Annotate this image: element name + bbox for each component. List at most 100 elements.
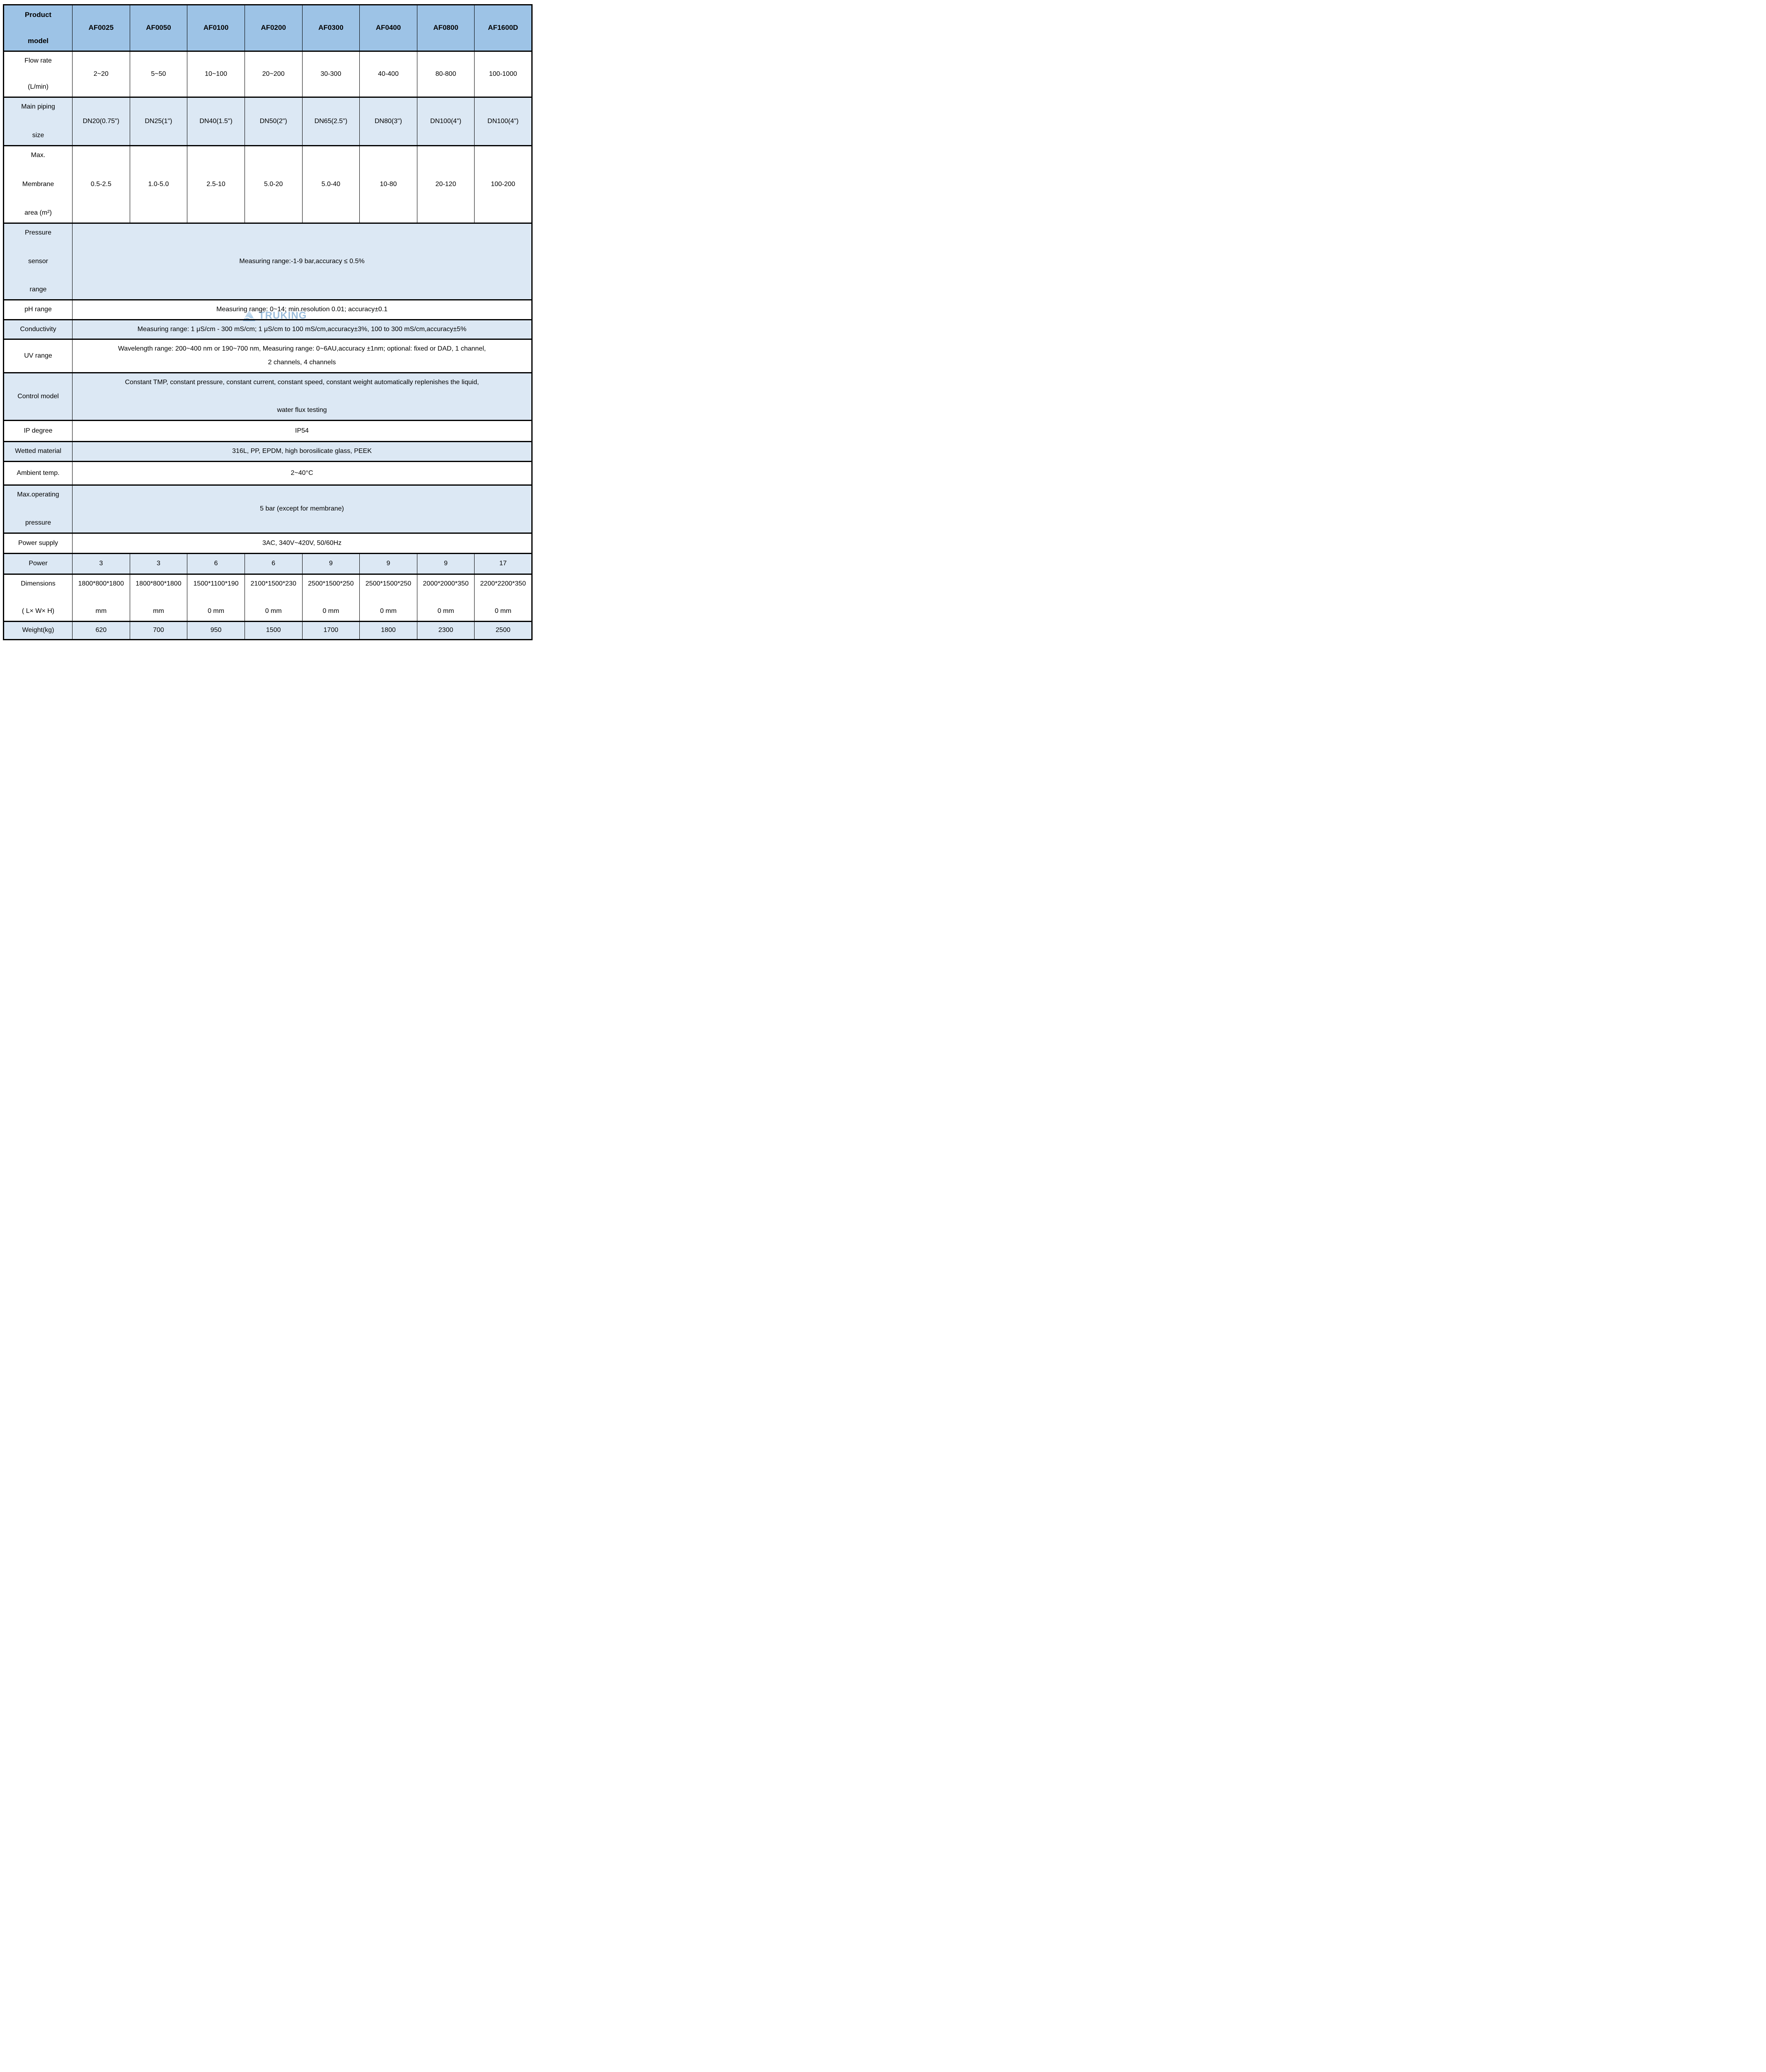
cell-weight-line: 950 [210, 627, 222, 634]
corner-product-model-line: model [27, 36, 49, 45]
cell-main-piping-size-line: DN80(3") [374, 117, 402, 125]
column-header-af0300-content: AF0300 [303, 6, 359, 50]
cell-power-af0200: 6 [244, 553, 303, 575]
row-power-supply-label-line: Power supply [18, 539, 58, 547]
cell-membrane-area-content: 5.0-40 [303, 147, 359, 222]
cell-power-line: 6 [214, 560, 218, 567]
cell-flow-rate-line: 80-800 [435, 70, 456, 77]
cell-flow-rate-line: 100-1000 [489, 70, 517, 77]
cell-wetted-material-line: 316L, PP, EPDM, high borosilicate glass,… [232, 448, 372, 455]
cell-membrane-area-line: 10-80 [380, 180, 397, 188]
cell-flow-rate-af0050: 5~50 [129, 51, 188, 98]
row-weight-label-content: Weight(kg) [4, 623, 72, 639]
row-power-label: Power [3, 553, 73, 575]
row-max-operating-pressure: Max.operating pressure 5 bar (except for m… [3, 484, 532, 534]
cell-conductivity-value: Measuring range: 1 μS/cm - 300 mS/cm; 1 … [72, 319, 532, 340]
row-ip-degree-label: IP degree [3, 420, 73, 442]
cell-ambient-temp-value: 2~40°C [72, 461, 532, 486]
cell-control-model-content: Constant TMP, constant pressure, constan… [73, 374, 532, 419]
cell-main-piping-size-line: DN65(2.5") [314, 117, 348, 125]
row-conductivity-label-line: Conductivity [20, 325, 56, 333]
cell-main-piping-size-content: DN20(0.75") [73, 99, 129, 145]
cell-membrane-area-content: 100-200 [475, 147, 531, 222]
cell-weight-af0200: 1500 [244, 621, 303, 640]
cell-dimensions-content: 2000*2000*350 0 mm [417, 576, 474, 620]
cell-ph-range-content: Measuring range: 0~14; min.resolution 0.… [73, 301, 532, 319]
cell-control-model-line: water flux testing [277, 407, 327, 414]
row-ph-range-label: pH range [3, 299, 73, 320]
cell-main-piping-size-af0200: DN50(2") [244, 97, 303, 146]
row-dimensions-label-line: ( L× W× H) [22, 608, 55, 615]
row-control-model-label: Control model [3, 372, 73, 421]
column-header-af0025-content: AF0025 [73, 6, 129, 50]
cell-weight-line: 1800 [381, 627, 396, 634]
cell-membrane-area-af0800: 20-120 [417, 145, 475, 224]
cell-power-af0050: 3 [129, 553, 188, 575]
cell-main-piping-size-content: DN100(4") [475, 99, 531, 145]
row-max-operating-pressure-label-line: pressure [25, 519, 51, 527]
row-ip-degree-label-line: IP degree [24, 427, 53, 434]
row-dimensions: Dimensions( L× W× H) 1800*800*1800 mm 1800*… [3, 574, 532, 622]
row-dimensions-label-line: Dimensions [21, 580, 56, 587]
row-conductivity: Conductivity Measuring range: 1 μS/cm - 3… [3, 319, 532, 340]
cell-membrane-area-line: 1.0-5.0 [148, 180, 169, 188]
cell-weight-af0400: 1800 [359, 621, 417, 640]
cell-dimensions-content: 2500*1500*250 0 mm [360, 576, 417, 620]
row-wetted-material-label-content: Wetted material [4, 443, 72, 460]
cell-main-piping-size-content: DN25(1") [130, 99, 187, 145]
cell-power-supply-value: 3AC, 340V~420V, 50/60Hz [72, 533, 532, 554]
cell-weight-af0050: 700 [129, 621, 188, 640]
row-conductivity-label-content: Conductivity [4, 321, 72, 338]
row-ph-range: pH range Measuring range: 0~14; min.resol… [3, 299, 532, 320]
cell-weight-line: 1700 [323, 627, 339, 634]
cell-membrane-area-content: 10-80 [360, 147, 417, 222]
cell-main-piping-size-af0300: DN65(2.5") [302, 97, 360, 146]
cell-weight-line: 1500 [266, 627, 281, 634]
cell-membrane-area-line: 20-120 [435, 180, 456, 188]
cell-dimensions-content: 2100*1500*230 0 mm [245, 576, 302, 620]
cell-main-piping-size-content: DN100(4") [417, 99, 474, 145]
cell-weight-line: 620 [95, 627, 107, 634]
corner-product-model-line: Product [24, 11, 52, 19]
cell-flow-rate-content: 30-300 [303, 53, 359, 96]
column-header-af0300-line: AF0300 [318, 24, 344, 32]
cell-dimensions-content: 2500*1500*250 0 mm [303, 576, 359, 620]
cell-dimensions-af0100: 1500*1100*190 0 mm [187, 574, 245, 622]
cell-main-piping-size-line: DN40(1.5") [199, 117, 233, 125]
row-ip-degree: IP degree IP54 [3, 420, 532, 442]
column-header-af1600d-line: AF1600D [488, 24, 518, 32]
cell-pressure-sensor-range-content: Measuring range:-1-9 bar,accuracy ≤ 0.5% [73, 225, 532, 299]
cell-flow-rate-af0300: 30-300 [302, 51, 360, 98]
cell-dimensions-line: 0 mm [494, 608, 511, 615]
cell-ip-degree-line: IP54 [295, 427, 309, 434]
cell-membrane-area-af0100: 2.5-10 [187, 145, 245, 224]
row-main-piping-size-label: Main piping size [3, 97, 73, 146]
cell-ip-degree-value: IP54 [72, 420, 532, 442]
cell-flow-rate-line: 20~200 [262, 70, 285, 77]
row-ip-degree-label-content: IP degree [4, 422, 72, 441]
cell-ph-range-value: Measuring range: 0~14; min.resolution 0.… [72, 299, 532, 320]
cell-dimensions-af0300: 2500*1500*250 0 mm [302, 574, 360, 622]
cell-flow-rate-line: 2~20 [93, 70, 109, 77]
cell-power-line: 3 [99, 560, 103, 567]
column-header-af0100-line: AF0100 [203, 24, 229, 32]
cell-weight-content: 620 [73, 623, 129, 639]
cell-max-operating-pressure-value: 5 bar (except for membrane) [72, 484, 532, 534]
cell-main-piping-size-line: DN100(4") [487, 117, 519, 125]
corner-product-model-label: Product model [3, 4, 73, 52]
cell-weight-content: 2300 [417, 623, 474, 639]
cell-uv-range-value: Wavelength range: 200~400 nm or 190~700 … [72, 339, 532, 373]
row-power-supply-label-content: Power supply [4, 535, 72, 552]
cell-flow-rate-line: 30-300 [320, 70, 342, 77]
row-dimensions-label-content: Dimensions ( L× W× H) [4, 576, 72, 620]
row-membrane-area-label: Max. Membrane area (m²) [3, 145, 73, 224]
cell-flow-rate-af1600d: 100-1000 [474, 51, 532, 98]
cell-power-line: 9 [444, 560, 448, 567]
cell-membrane-area-af0300: 5.0-40 [302, 145, 360, 224]
row-max-operating-pressure-label-line: Max.operating [17, 491, 59, 498]
cell-dimensions-line: mm [153, 608, 164, 615]
column-header-af0025-line: AF0025 [88, 24, 114, 32]
cell-dimensions-af0025: 1800*800*1800 mm [72, 574, 130, 622]
cell-max-operating-pressure-content: 5 bar (except for membrane) [73, 487, 532, 532]
column-header-af0050-line: AF0050 [146, 24, 171, 32]
